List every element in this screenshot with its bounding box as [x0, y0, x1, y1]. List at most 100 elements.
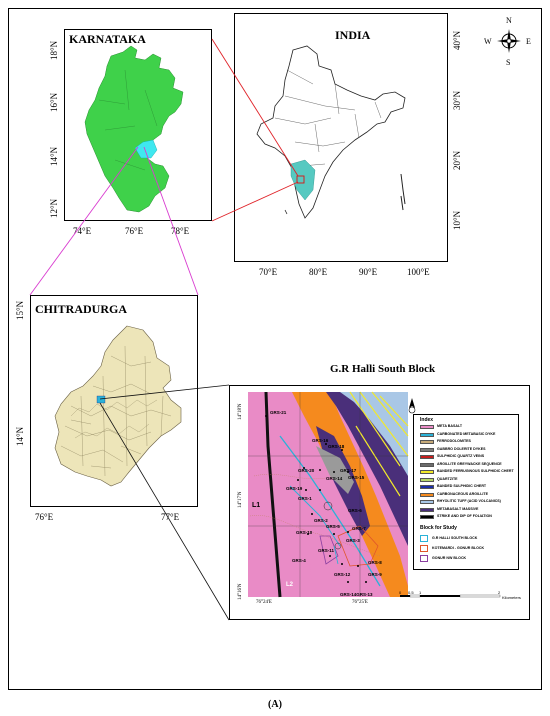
legend-block-label: GONUR NW BLOCK	[432, 556, 467, 560]
ind-lon-1: 70°E	[259, 267, 278, 277]
india-title: INDIA	[335, 28, 371, 42]
blk-lat-1: 14°18'N	[238, 403, 243, 420]
ind-lat-4: 10°N	[452, 210, 462, 230]
legend-swatch	[420, 477, 434, 482]
kar-lon-3: 78°E	[171, 226, 190, 236]
map-label-GRS-19: GRS-19	[286, 486, 303, 491]
compass-icon	[497, 29, 521, 53]
map-label-GRS-8: GRS-8	[368, 560, 382, 565]
legend-label: QUARTZITE	[437, 476, 458, 481]
karnataka-panel: KARNATAKA 18°N 16°N 14°N 12°N 74°E 76°E …	[49, 29, 212, 236]
kar-lat-4: 12°N	[49, 198, 59, 218]
karnataka-map	[84, 45, 184, 213]
legend-swatch	[420, 515, 434, 519]
karnataka-title: KARNATAKA	[69, 32, 146, 46]
ind-lon-4: 100°E	[407, 267, 430, 277]
blk-lon-1: 76°24'E	[256, 600, 272, 605]
map-label-GRS-12: GRS-12	[334, 572, 351, 577]
ind-lat-2: 30°N	[452, 90, 462, 110]
legend-label: CARBONATED METABASIC DYKE	[437, 431, 496, 436]
ind-lon-2: 80°E	[309, 267, 328, 277]
legend-label: BANDED FERRUGINOUS SULPHIDIC CHERT	[437, 469, 514, 473]
figure-caption: (A)	[268, 699, 282, 710]
legend-swatch	[420, 470, 434, 474]
legend-block-label: G.R HALLI SOUTH BLOCK	[432, 536, 478, 540]
scale-tick-05: 0.5	[408, 590, 414, 595]
kar-lat-2: 16°N	[49, 92, 59, 112]
ind-lat-3: 20°N	[452, 150, 462, 170]
ind-lon-3: 90°E	[359, 267, 378, 277]
legend-label: RHYOLITIC TUFF (ACID VOLCANICS)	[437, 499, 501, 503]
map-label-GRS-6: GRS-6	[348, 508, 362, 513]
legend-swatch	[420, 507, 434, 512]
compass-s: S	[506, 58, 511, 67]
legend-block-label: KOTEMARDI - GONUR BLOCK	[432, 546, 485, 550]
legend-label: STRIKE AND DIP OF FOLIATION	[437, 514, 492, 518]
map-label-L2: L2	[286, 582, 294, 588]
legend-swatch	[420, 492, 434, 497]
compass-n: N	[506, 16, 512, 25]
map-label-GRS-1: GRS-1	[298, 496, 312, 501]
blk-lon-2: 76°25'E	[352, 600, 368, 605]
map-label-GRS-5: GRS-5	[326, 524, 340, 529]
map-label-GRS-10: GRS-10	[296, 530, 313, 535]
india-panel: INDIA 40°N 30°N 20°N 10°N 70°E 80°E 90°E…	[234, 13, 462, 277]
chitradurga-map	[54, 325, 182, 487]
legend-label: SULPHIDIC QUARTZ VEINS	[437, 454, 485, 458]
block-north-arrow-icon	[408, 398, 416, 414]
legend-label: GABBRO DOLERITE DYKES	[437, 446, 486, 451]
blk-lat-3: 14°16'N	[238, 583, 243, 600]
kar-lon-2: 76°E	[125, 226, 144, 236]
block-title: G.R Halli South Block	[330, 363, 436, 375]
legend-swatch	[420, 455, 434, 459]
map-label-GRS-14: GRS-14	[326, 476, 343, 481]
legend-title: Index	[420, 417, 434, 423]
map-label-GRS-21: GRS-21	[270, 410, 287, 415]
chi-lat-1: 15°N	[15, 300, 25, 320]
legend-label: METABASALT MASSIVE	[437, 506, 479, 511]
legend-label: ARGILLITE GREYWACKE SEQUENCE	[437, 461, 502, 466]
legend-swatch	[420, 447, 434, 452]
map-label-GRS-2: GRS-2	[314, 518, 328, 523]
chitradurga-title: CHITRADURGA	[35, 302, 128, 316]
map-label-GRS-7: GRS-7	[352, 526, 366, 531]
map-label-GRS-16: GRS-16	[312, 438, 329, 443]
map-label-GRS-17: GRS-17	[340, 468, 357, 473]
map-label-GRS-11: GRS-11	[318, 548, 335, 553]
legend-swatch	[420, 432, 434, 437]
scale-tick-0: 0	[399, 590, 402, 595]
legend-label: CARBONACEOUS ARGILLITE	[437, 491, 488, 496]
map-label-GRS-4: GRS-4	[292, 558, 306, 563]
map-label-GRS-15: GRS-15	[348, 475, 365, 480]
ind-lat-1: 40°N	[452, 30, 462, 50]
legend-block-swatch	[420, 545, 428, 552]
scale-bar: 0 0.5 1 2 Kilometers	[399, 590, 521, 601]
scale-tick-2: 2	[498, 590, 501, 595]
compass-w: W	[484, 37, 492, 46]
compass-e: E	[526, 37, 531, 46]
legend-box: Index META BASALT CARBONATED METABASIC DY…	[413, 414, 519, 570]
legend-swatch	[420, 500, 434, 504]
block-panel: GRS-21 GRS-16 GRS-18 GRS-20 GRS-17 GRS-1…	[229, 385, 530, 620]
figure-frame	[8, 8, 542, 690]
india-map	[256, 45, 406, 219]
legend-blocks-title: Block for Study	[420, 525, 457, 531]
geology-map	[248, 391, 409, 598]
legend-swatch	[420, 440, 434, 444]
kar-lat-1: 18°N	[49, 40, 59, 60]
map-label-GRS-20: GRS-20	[298, 468, 315, 473]
map-label-GRS-3: GRS-3	[346, 538, 360, 543]
chi-lon-1: 76°E	[35, 512, 54, 522]
kar-lon-1: 74°E	[73, 226, 92, 236]
legend-label: FERRODOLOMITES	[437, 439, 471, 443]
blk-lat-2: 14°17'N	[238, 491, 243, 508]
kar-lat-3: 14°N	[49, 146, 59, 166]
legend-swatch	[420, 462, 434, 467]
scale-tick-1: 1	[419, 590, 422, 595]
legend-swatch	[420, 425, 434, 429]
legend-block-swatch	[420, 535, 428, 542]
chitradurga-panel: CHITRADURGA 15°N 14°N 76°E 77°E	[15, 295, 198, 522]
scale-unit: Kilometers	[502, 595, 521, 600]
map-label-GRS-9: GRS-9	[368, 572, 382, 577]
map-label-L1: L1	[252, 502, 261, 509]
